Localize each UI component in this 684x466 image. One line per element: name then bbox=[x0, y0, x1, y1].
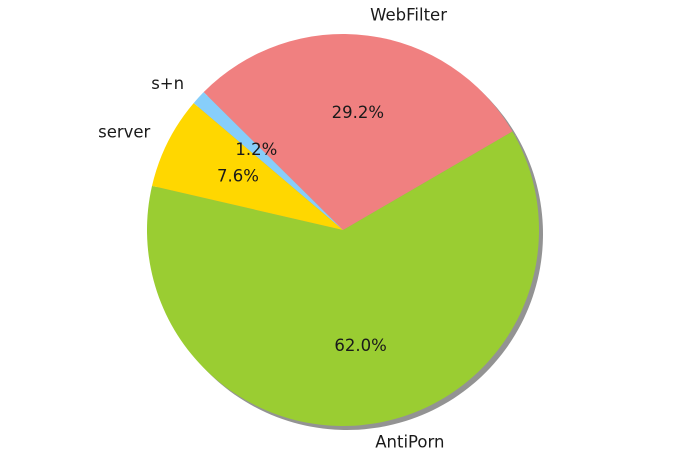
slice-percent-antiporn: 62.0% bbox=[334, 336, 386, 355]
pie-labels: AntiPorn 62.0% WebFilter 29.2% s+n 1.2% server… bbox=[98, 6, 447, 452]
slice-label-s-n: s+n bbox=[151, 74, 184, 93]
slice-percent-s-n: 1.2% bbox=[235, 140, 277, 159]
slice-label-webfilter: WebFilter bbox=[370, 6, 447, 25]
pie-slices bbox=[147, 33, 539, 426]
slice-label-antiporn: AntiPorn bbox=[375, 433, 444, 452]
slice-percent-server: 7.6% bbox=[217, 167, 259, 186]
pie-slice-s-n bbox=[193, 92, 343, 230]
pie-slice-antiporn bbox=[147, 131, 539, 426]
pie-slice-server bbox=[152, 103, 343, 230]
slice-label-server: server bbox=[98, 123, 150, 142]
pie-slice-webfilter bbox=[203, 33, 513, 230]
slice-percent-webfilter: 29.2% bbox=[332, 103, 384, 122]
